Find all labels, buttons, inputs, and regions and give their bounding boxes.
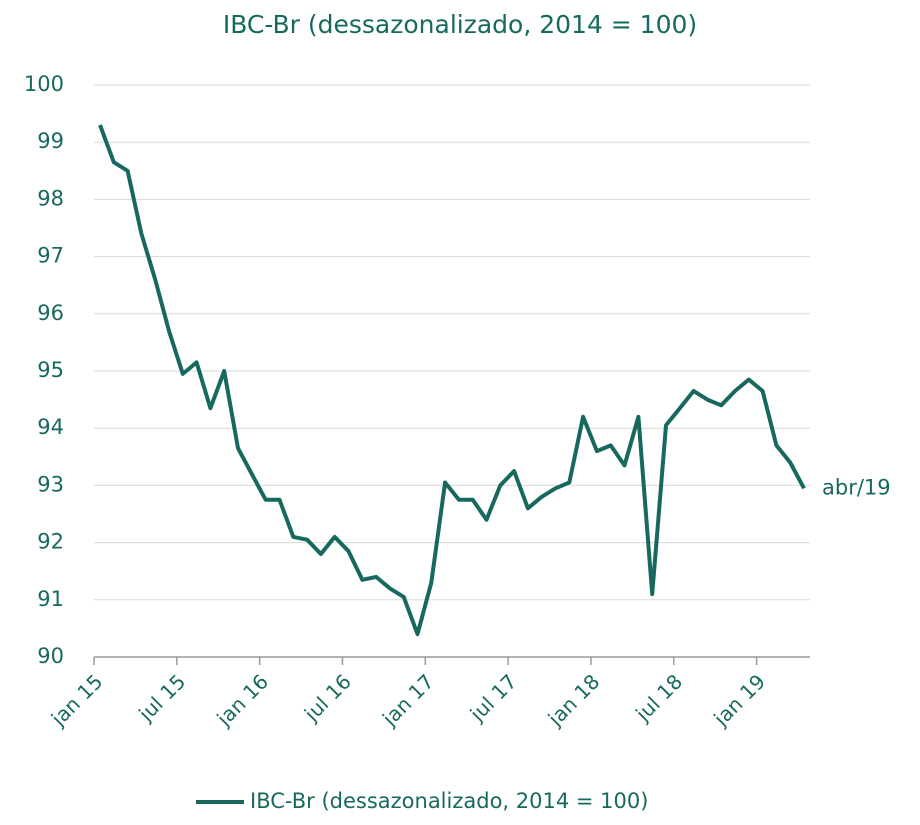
x-tick-label: jan 18: [543, 669, 605, 731]
y-tick-label: 94: [37, 415, 64, 439]
y-tick-label: 91: [37, 587, 64, 611]
y-tick-label: 100: [24, 72, 64, 96]
legend: IBC-Br (dessazonalizado, 2014 = 100): [196, 789, 648, 813]
y-tick-label: 98: [37, 186, 64, 210]
x-tick-label: jan 19: [708, 669, 770, 731]
y-tick-label: 93: [37, 472, 64, 496]
x-tick-label: jan 17: [377, 669, 439, 731]
x-tick-label: jul 18: [630, 669, 687, 726]
x-tick-label: jul 17: [465, 669, 522, 726]
y-tick-label: 90: [37, 644, 64, 668]
chart-title: IBC-Br (dessazonalizado, 2014 = 100): [223, 10, 697, 39]
x-tick-label: jul 16: [299, 669, 356, 726]
series-line: [98, 124, 806, 637]
y-tick-label: 92: [37, 530, 64, 554]
y-tick-label: 97: [37, 244, 64, 268]
y-tick-label: 96: [37, 301, 64, 325]
annotation: abr/19: [822, 475, 891, 499]
y-tick-label: 99: [37, 129, 64, 153]
x-tick-label: jan 15: [46, 669, 108, 731]
y-tick-label: 95: [37, 358, 64, 382]
x-tick-label: jul 15: [133, 669, 190, 726]
legend-label: IBC-Br (dessazonalizado, 2014 = 100): [250, 789, 648, 813]
x-tick-label: jan 16: [211, 669, 273, 731]
